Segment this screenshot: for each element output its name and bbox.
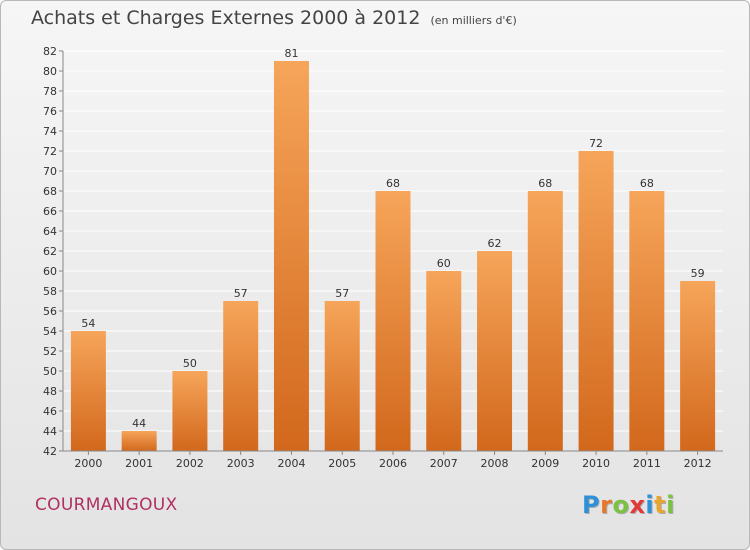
y-tick-label: 74: [43, 125, 57, 138]
axes: [59, 50, 723, 455]
labels: 42 44 46 48 50 52 54 56 58 60 62 64 66 68 70 72 74 76 78 80…: [43, 45, 712, 470]
bar: [527, 191, 563, 451]
x-tick-label: 2008: [481, 457, 509, 470]
logo-letter: i: [666, 491, 675, 519]
bar-value-label: 57: [234, 287, 248, 300]
logo-letter: t: [654, 491, 667, 519]
bar: [426, 271, 462, 451]
x-tick-label: 2010: [582, 457, 610, 470]
x-tick-label: 2000: [74, 457, 102, 470]
bar-value-label: 81: [284, 47, 298, 60]
bar: [273, 61, 309, 451]
bar: [121, 431, 157, 451]
y-tick-label: 64: [43, 225, 57, 238]
logo-letter: i: [645, 491, 655, 519]
x-tick-label: 2001: [125, 457, 153, 470]
x-tick-label: 2005: [328, 457, 356, 470]
y-tick-label: 78: [43, 85, 57, 98]
x-tick-label: 2002: [176, 457, 204, 470]
proxiti-logo[interactable]: Proxiti: [582, 491, 675, 519]
y-tick-label: 58: [43, 285, 57, 298]
bar: [70, 331, 106, 451]
y-tick-label: 60: [43, 265, 57, 278]
logo-letter: P: [582, 491, 601, 519]
y-tick-label: 46: [43, 405, 57, 418]
bar-value-label: 57: [335, 287, 349, 300]
logo-letter: o: [612, 491, 630, 519]
bar-value-label: 44: [132, 417, 146, 430]
bar-value-label: 60: [437, 257, 451, 270]
y-tick-label: 82: [43, 45, 57, 58]
bar-value-label: 59: [691, 267, 705, 280]
logo-letter: r: [600, 491, 613, 519]
bar: [477, 251, 513, 451]
y-tick-label: 80: [43, 65, 57, 78]
y-tick-label: 54: [43, 325, 57, 338]
y-tick-label: 56: [43, 305, 57, 318]
commune-name: COURMANGOUX: [35, 495, 178, 515]
bar-value-label: 68: [538, 177, 552, 190]
y-tick-label: 66: [43, 205, 57, 218]
bar-value-label: 68: [640, 177, 654, 190]
logo-letter: x: [629, 491, 646, 519]
chart-title-text: Achats et Charges Externes 2000 à 2012: [31, 7, 421, 29]
bar: [223, 301, 259, 451]
y-tick-label: 70: [43, 165, 57, 178]
x-tick-label: 2006: [379, 457, 407, 470]
y-tick-label: 50: [43, 365, 57, 378]
bar-value-label: 50: [183, 357, 197, 370]
y-tick-label: 72: [43, 145, 57, 158]
bar: [375, 191, 411, 451]
bar: [324, 301, 360, 451]
bar: [629, 191, 665, 451]
x-tick-label: 2003: [227, 457, 255, 470]
bar-value-label: 54: [81, 317, 95, 330]
x-tick-label: 2007: [430, 457, 458, 470]
y-tick-label: 68: [43, 185, 57, 198]
y-tick-label: 76: [43, 105, 57, 118]
x-tick-label: 2012: [684, 457, 712, 470]
chart-title: Achats et Charges Externes 2000 à 2012 (e…: [31, 7, 517, 29]
x-tick-label: 2011: [633, 457, 661, 470]
y-tick-label: 48: [43, 385, 57, 398]
y-tick-label: 52: [43, 345, 57, 358]
bars: [70, 61, 716, 451]
y-tick-label: 62: [43, 245, 57, 258]
bar: [680, 281, 716, 451]
y-tick-label: 44: [43, 425, 57, 438]
bar-value-label: 68: [386, 177, 400, 190]
chart-unit: (en milliers d'€): [430, 14, 517, 27]
bar-value-label: 62: [488, 237, 502, 250]
bar: [578, 151, 614, 451]
bar: [172, 371, 208, 451]
x-tick-label: 2009: [531, 457, 559, 470]
bar-value-label: 72: [589, 137, 603, 150]
y-tick-label: 42: [43, 445, 57, 458]
x-tick-label: 2004: [277, 457, 305, 470]
